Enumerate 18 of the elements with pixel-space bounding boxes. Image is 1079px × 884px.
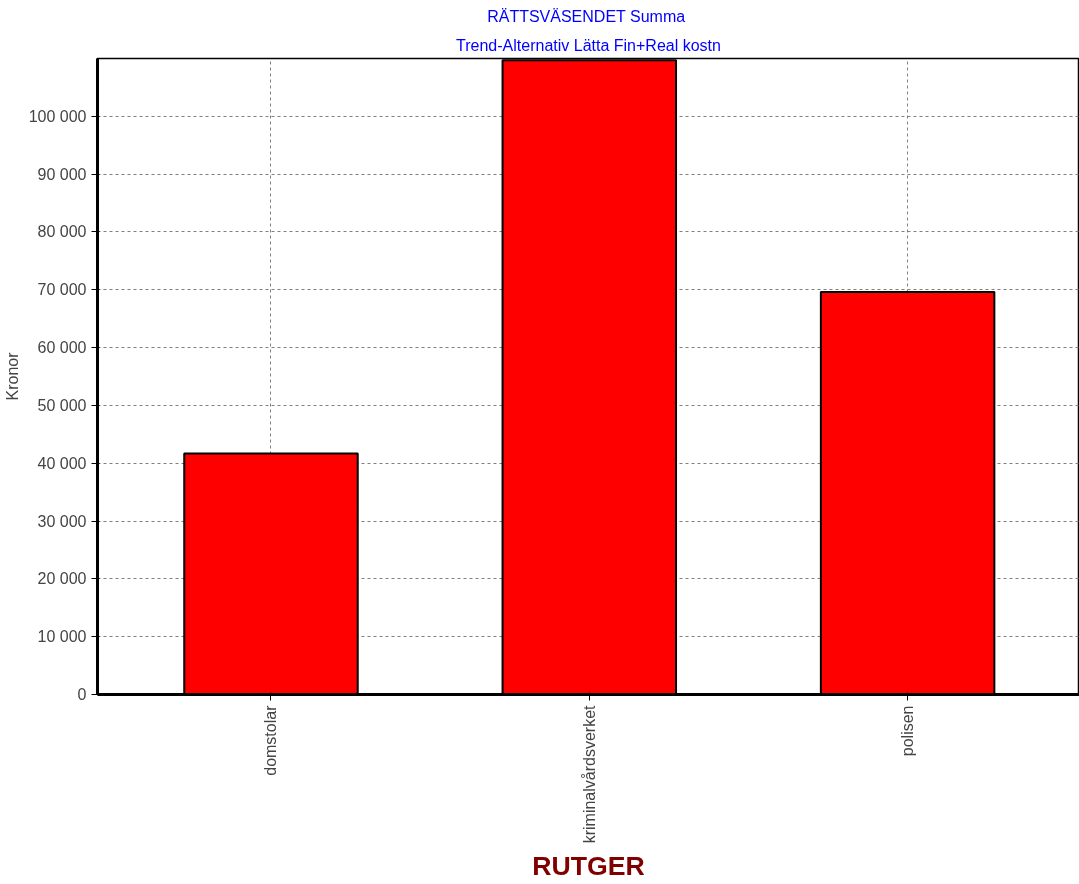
y-tick-label: 70 000 <box>37 281 87 299</box>
y-axis-title: Kronor <box>3 351 21 401</box>
x-tick-label: domstolar <box>262 704 280 776</box>
chart-subtitle: Trend-Alternativ Lätta Fin+Real kostn <box>456 36 721 54</box>
y-tick-label: 100 000 <box>28 107 87 125</box>
x-tick-label: kriminalvårdsverket <box>580 704 598 844</box>
x-tick-label: polisen <box>899 705 917 757</box>
y-tick-label: 90 000 <box>37 165 87 183</box>
y-tick-label: 30 000 <box>37 512 87 530</box>
y-tick-label: 10 000 <box>37 628 87 646</box>
chart-title: RÄTTSVÄSENDET Summa <box>487 7 686 25</box>
y-tick-label: 60 000 <box>37 339 87 357</box>
y-tick-label: 80 000 <box>37 223 87 241</box>
x-axis-title: RUTGER <box>532 851 645 882</box>
y-tick-label: 0 <box>77 686 87 703</box>
y-tick-label: 40 000 <box>37 454 87 472</box>
y-tick-label: 20 000 <box>37 570 87 588</box>
y-tick-label: 50 000 <box>37 396 87 414</box>
